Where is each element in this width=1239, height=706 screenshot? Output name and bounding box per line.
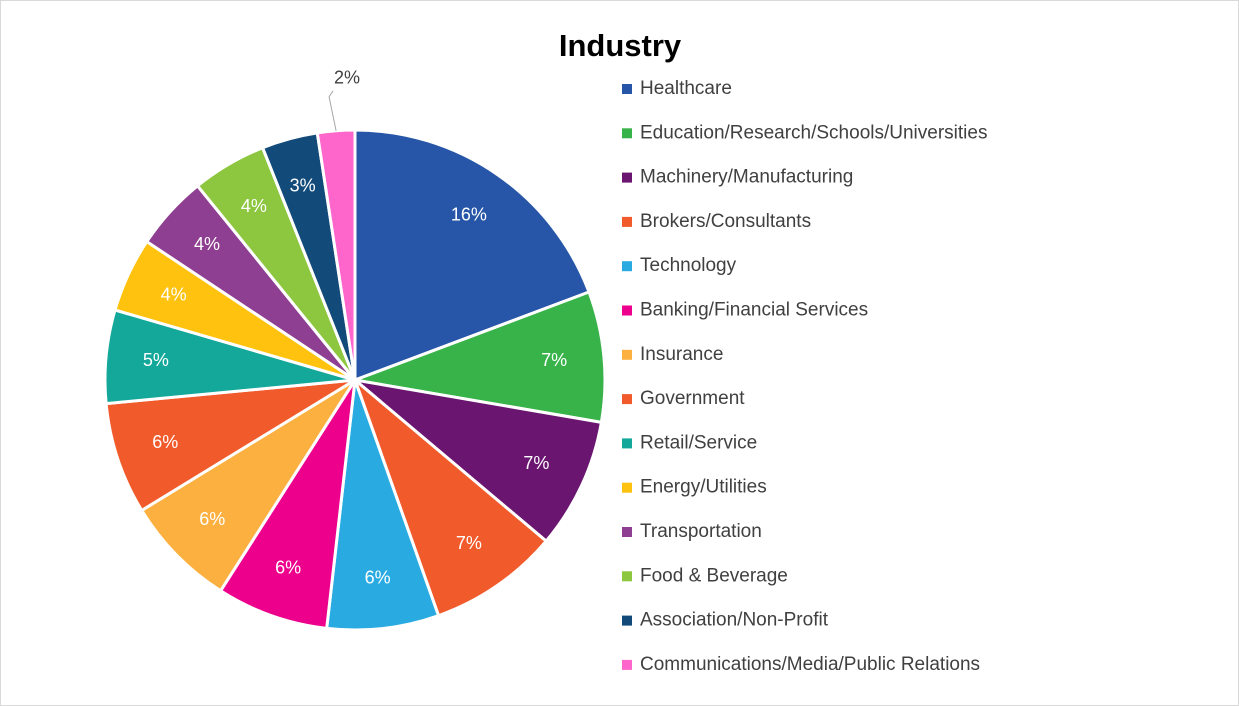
legend-swatch (622, 172, 632, 183)
legend-label: Association/Non-Profit (640, 610, 829, 631)
leader-line (328, 90, 337, 131)
legend-swatch (622, 261, 632, 272)
data-label: 6% (365, 567, 391, 587)
legend-label: Banking/Financial Services (640, 300, 868, 321)
legend-swatch (622, 482, 632, 493)
legend-label: Communications/Media/Public Relations (640, 654, 980, 675)
data-label: 2% (334, 68, 360, 88)
data-label: 16% (451, 204, 487, 224)
legend-swatch (622, 615, 632, 626)
legend-swatch (622, 128, 632, 139)
legend-swatch (622, 216, 632, 227)
data-label: 4% (241, 196, 267, 216)
legend-label: Energy/Utilities (640, 477, 767, 498)
legend-label: Retail/Service (640, 432, 757, 453)
data-label: 7% (523, 453, 549, 473)
data-label: 6% (275, 557, 301, 577)
legend-swatch (622, 84, 632, 94)
data-label: 6% (199, 509, 225, 529)
legend-swatch (622, 349, 632, 360)
legend-swatch (622, 571, 632, 582)
legend-label: Insurance (640, 344, 723, 365)
legend-swatch (622, 438, 632, 449)
chart-title: Industry (559, 28, 682, 63)
data-label: 6% (152, 432, 178, 452)
pie-slice (349, 377, 604, 544)
legend-swatch (622, 305, 632, 316)
legend-label: Food & Beverage (640, 565, 788, 586)
data-label: 3% (290, 176, 316, 196)
legend-swatch (622, 527, 632, 537)
legend-label: Government (640, 388, 745, 409)
pie-slice (351, 375, 549, 618)
pie-slice (315, 128, 357, 381)
pie-slice (218, 379, 357, 631)
pie-slice (104, 378, 356, 513)
legend-swatch (622, 659, 632, 670)
legend-label: Brokers/Consultants (640, 211, 811, 232)
data-label: 4% (161, 284, 187, 304)
data-label: 4% (194, 234, 220, 254)
legend-label: Education/Research/Schools/Universities (640, 122, 987, 143)
pie-slice (139, 378, 357, 593)
data-label: 5% (143, 350, 169, 370)
legend-label: Healthcare (640, 78, 732, 99)
legend-label: Transportation (640, 521, 762, 542)
legend-swatch (622, 394, 632, 405)
data-label: 7% (541, 350, 567, 370)
legend-label: Machinery/Manufacturing (640, 167, 853, 188)
pie-slice (325, 379, 441, 632)
pie-slice (353, 128, 591, 383)
legend-label: Technology (640, 255, 737, 276)
data-label: 7% (456, 533, 482, 553)
